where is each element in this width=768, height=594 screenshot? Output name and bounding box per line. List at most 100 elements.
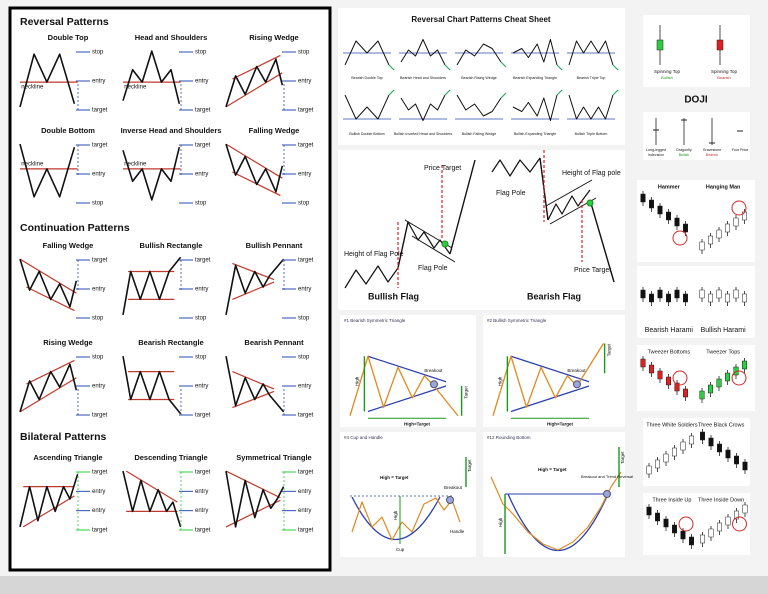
candle-body	[716, 39, 724, 51]
candle-body	[716, 229, 722, 239]
label: High	[497, 376, 502, 386]
candle-body	[672, 447, 677, 457]
candle-body	[657, 205, 663, 215]
label: Bullish	[679, 153, 690, 157]
level-label: entry	[92, 287, 105, 293]
candle-body	[708, 235, 713, 245]
direction-arrow	[612, 64, 619, 71]
label: Three Inside Down	[698, 497, 744, 503]
price-line	[344, 265, 399, 289]
label: Breakout	[444, 485, 463, 490]
label: Four Price	[732, 148, 749, 152]
label: Three White Soldiers	[646, 422, 698, 428]
label: Long-legged	[646, 148, 666, 152]
label: Bullish Harami	[701, 327, 747, 334]
level-label: entry	[298, 384, 311, 390]
pattern-title: Double Top	[48, 33, 89, 42]
highlight-ring	[731, 370, 747, 386]
label: Dragonfly	[676, 148, 692, 152]
breakout-point	[446, 496, 454, 504]
candle-body	[683, 223, 688, 233]
trend-line	[232, 281, 275, 300]
candle-body	[640, 358, 646, 368]
level-label: entry	[92, 172, 105, 178]
direction-arrow	[388, 64, 395, 71]
neckline-label: neckline	[21, 85, 44, 91]
candle-body	[689, 536, 694, 546]
label: High=Target	[547, 421, 574, 426]
doji-title: DOJI	[684, 95, 708, 106]
label: Breakout and Trend Reversal	[581, 474, 633, 479]
candle-body	[742, 293, 747, 303]
trend-line	[225, 470, 281, 499]
price-line	[512, 94, 558, 121]
price-line	[19, 473, 79, 528]
item-caption: Bearish Head and Shoulders	[400, 76, 446, 80]
direction-arrow	[556, 89, 563, 96]
item-caption: Bullish Triple Bottom	[575, 132, 608, 136]
neckline-label: neckline	[124, 85, 147, 91]
breakout-point	[573, 380, 581, 389]
flag-label: Flag Pole	[496, 190, 526, 197]
label: Hanging Man	[706, 184, 741, 190]
label: Indecision	[648, 153, 664, 157]
candle-body	[725, 293, 730, 303]
candle-body	[674, 289, 680, 299]
level-label: stop	[92, 316, 104, 322]
triangle-line	[510, 385, 590, 413]
price-line	[344, 40, 390, 66]
candle-body	[683, 388, 688, 398]
candle-body	[646, 465, 652, 475]
candle-body	[742, 461, 748, 471]
level-label: target	[92, 108, 108, 114]
label: Target	[620, 451, 625, 464]
doji-card	[643, 112, 750, 160]
pattern-title: Ascending Triangle	[33, 453, 102, 462]
flag-channel	[545, 179, 593, 207]
level-label: stop	[298, 355, 310, 361]
price-line	[568, 40, 614, 66]
trend-line	[232, 262, 275, 281]
level-label: target	[92, 258, 108, 264]
label: Three Black Crows	[698, 422, 745, 428]
candle-body	[716, 378, 722, 388]
candle-body	[708, 293, 713, 303]
panel-title: #1 Bearish Symmetric Triangle	[344, 318, 406, 323]
label: Tweezer Tops	[706, 349, 740, 355]
candle-body	[640, 193, 646, 203]
pattern-panel	[483, 315, 625, 427]
level-label: entry	[195, 489, 208, 495]
level-label: stop	[92, 355, 104, 361]
level-label: target	[92, 143, 108, 149]
candle-body	[734, 510, 739, 520]
candle-body	[689, 435, 694, 445]
price-line	[122, 355, 182, 415]
highlight-ring	[732, 516, 747, 532]
price-line	[122, 50, 181, 104]
level-label: entry	[92, 508, 105, 514]
price-line	[400, 94, 446, 121]
cup-curve	[351, 496, 441, 540]
price-line	[547, 189, 591, 221]
flag-label: Flag Pole	[418, 265, 448, 272]
label: High	[498, 517, 503, 527]
level-label: entry	[298, 489, 311, 495]
level-label: stop	[195, 316, 207, 322]
level-label: stop	[195, 50, 207, 56]
pattern-title: Descending Triangle	[134, 453, 207, 462]
candle-body	[655, 459, 660, 469]
flag-label: Price Target	[574, 267, 611, 274]
pattern-title: Rising Wedge	[43, 338, 92, 347]
trend-line	[125, 470, 178, 503]
direction-arrow	[556, 64, 563, 71]
candle-body	[708, 437, 714, 447]
price-line	[344, 94, 390, 120]
candle-body	[700, 431, 705, 441]
price-line	[19, 53, 76, 108]
price-line	[456, 43, 502, 66]
breakout-point	[603, 490, 611, 498]
candle-body	[666, 211, 671, 221]
level-label: target	[195, 470, 211, 476]
candle-body	[742, 360, 747, 370]
